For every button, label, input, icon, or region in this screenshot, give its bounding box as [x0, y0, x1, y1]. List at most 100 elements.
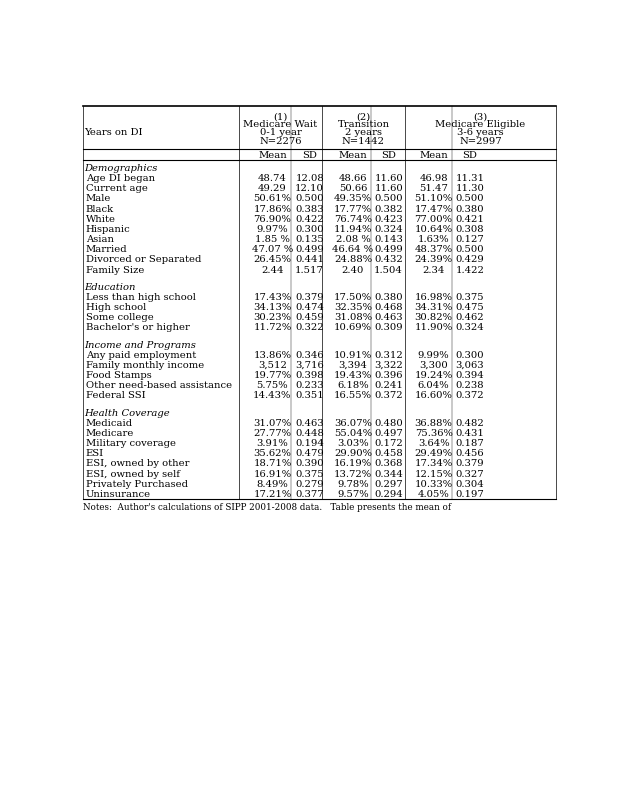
Text: N=2997: N=2997 — [459, 137, 502, 146]
Text: 36.07%: 36.07% — [334, 418, 372, 427]
Text: ESI, owned by self: ESI, owned by self — [85, 469, 179, 478]
Text: 9.57%: 9.57% — [337, 489, 369, 498]
Text: 46.64 %: 46.64 % — [333, 245, 374, 254]
Text: 12.08: 12.08 — [295, 174, 324, 183]
Text: 2 years: 2 years — [345, 128, 382, 137]
Text: 4.05%: 4.05% — [418, 489, 449, 498]
Text: 10.91%: 10.91% — [334, 350, 372, 359]
Text: Privately Purchased: Privately Purchased — [85, 479, 188, 488]
Text: Some college: Some college — [85, 313, 153, 322]
Text: 27.77%: 27.77% — [254, 428, 292, 437]
Text: 24.39%: 24.39% — [414, 255, 453, 264]
Text: 1.517: 1.517 — [295, 265, 324, 274]
Text: 0.368: 0.368 — [374, 459, 403, 468]
Text: 16.98%: 16.98% — [414, 293, 452, 302]
Text: 0.372: 0.372 — [374, 391, 403, 400]
Text: 31.07%: 31.07% — [254, 418, 292, 427]
Text: 3.64%: 3.64% — [418, 439, 449, 448]
Text: Any paid employment: Any paid employment — [85, 350, 196, 359]
Text: 8.49%: 8.49% — [257, 479, 288, 488]
Text: 3,394: 3,394 — [338, 360, 368, 370]
Text: 46.98: 46.98 — [419, 174, 448, 183]
Text: (2): (2) — [356, 112, 371, 121]
Text: 11.60: 11.60 — [374, 184, 403, 193]
Text: 17.47%: 17.47% — [414, 204, 453, 213]
Text: Mean: Mean — [419, 151, 448, 160]
Text: 0.312: 0.312 — [374, 350, 403, 359]
Text: 0.448: 0.448 — [295, 428, 324, 437]
Text: 0.372: 0.372 — [455, 391, 484, 400]
Text: 17.86%: 17.86% — [254, 204, 292, 213]
Text: 9.78%: 9.78% — [337, 479, 369, 488]
Text: Military coverage: Military coverage — [85, 439, 176, 448]
Text: 77.00%: 77.00% — [414, 215, 452, 224]
Text: 0.500: 0.500 — [295, 194, 324, 204]
Text: 0.197: 0.197 — [455, 489, 485, 498]
Text: 3.03%: 3.03% — [337, 439, 369, 448]
Text: 12.10: 12.10 — [295, 184, 324, 193]
Text: Medicaid: Medicaid — [85, 418, 133, 427]
Text: 17.77%: 17.77% — [334, 204, 372, 213]
Text: 6.18%: 6.18% — [337, 380, 369, 390]
Text: 0.172: 0.172 — [374, 439, 403, 448]
Text: 0.322: 0.322 — [295, 323, 324, 332]
Text: 10.64%: 10.64% — [414, 225, 453, 234]
Text: Medicare Wait: Medicare Wait — [244, 120, 318, 129]
Text: 34.31%: 34.31% — [414, 303, 453, 311]
Text: 0.194: 0.194 — [295, 439, 324, 448]
Text: 0.294: 0.294 — [374, 489, 403, 498]
Text: Mean: Mean — [258, 151, 287, 160]
Text: Transition: Transition — [338, 120, 389, 129]
Text: 11.90%: 11.90% — [414, 323, 453, 332]
Text: 35.62%: 35.62% — [254, 448, 292, 457]
Text: Years on DI: Years on DI — [84, 128, 143, 137]
Text: 3-6 years: 3-6 years — [457, 128, 504, 137]
Text: 0-1 year: 0-1 year — [260, 128, 302, 137]
Text: Education: Education — [84, 282, 136, 291]
Text: 3,300: 3,300 — [419, 360, 448, 370]
Text: 0.499: 0.499 — [295, 245, 324, 254]
Text: 26.45%: 26.45% — [254, 255, 292, 264]
Text: 17.50%: 17.50% — [334, 293, 372, 302]
Text: 19.43%: 19.43% — [334, 371, 372, 380]
Text: 0.324: 0.324 — [374, 225, 403, 234]
Text: 0.233: 0.233 — [295, 380, 324, 390]
Text: 48.37%: 48.37% — [414, 245, 453, 254]
Text: 0.377: 0.377 — [295, 489, 324, 498]
Text: 0.497: 0.497 — [374, 428, 403, 437]
Text: 0.441: 0.441 — [295, 255, 324, 264]
Text: 0.500: 0.500 — [374, 194, 403, 204]
Text: Federal SSI: Federal SSI — [85, 391, 145, 400]
Text: 0.382: 0.382 — [374, 204, 403, 213]
Text: 0.500: 0.500 — [455, 245, 484, 254]
Text: 0.135: 0.135 — [295, 235, 324, 244]
Text: 3,063: 3,063 — [455, 360, 484, 370]
Text: Age DI began: Age DI began — [85, 174, 155, 183]
Text: 0.304: 0.304 — [455, 479, 485, 488]
Text: 1.504: 1.504 — [374, 265, 403, 274]
Text: 0.238: 0.238 — [455, 380, 484, 390]
Text: 48.66: 48.66 — [339, 174, 367, 183]
Text: 5.75%: 5.75% — [257, 380, 288, 390]
Text: 17.43%: 17.43% — [254, 293, 292, 302]
Text: 14.43%: 14.43% — [253, 391, 292, 400]
Text: Income and Programs: Income and Programs — [84, 340, 196, 349]
Text: Less than high school: Less than high school — [85, 293, 196, 302]
Text: 0.300: 0.300 — [295, 225, 324, 234]
Text: 0.187: 0.187 — [455, 439, 485, 448]
Text: 18.71%: 18.71% — [254, 459, 292, 468]
Text: Current age: Current age — [85, 184, 148, 193]
Text: Medicare: Medicare — [85, 428, 134, 437]
Text: 16.60%: 16.60% — [415, 391, 452, 400]
Text: SD: SD — [302, 151, 317, 160]
Text: 0.422: 0.422 — [295, 215, 324, 224]
Text: 0.383: 0.383 — [295, 204, 324, 213]
Text: 19.24%: 19.24% — [414, 371, 453, 380]
Text: Hispanic: Hispanic — [85, 225, 130, 234]
Text: 36.88%: 36.88% — [415, 418, 452, 427]
Text: 0.309: 0.309 — [374, 323, 403, 332]
Text: (1): (1) — [273, 112, 288, 121]
Text: 0.480: 0.480 — [374, 418, 403, 427]
Text: 24.88%: 24.88% — [334, 255, 372, 264]
Text: Family monthly income: Family monthly income — [85, 360, 204, 370]
